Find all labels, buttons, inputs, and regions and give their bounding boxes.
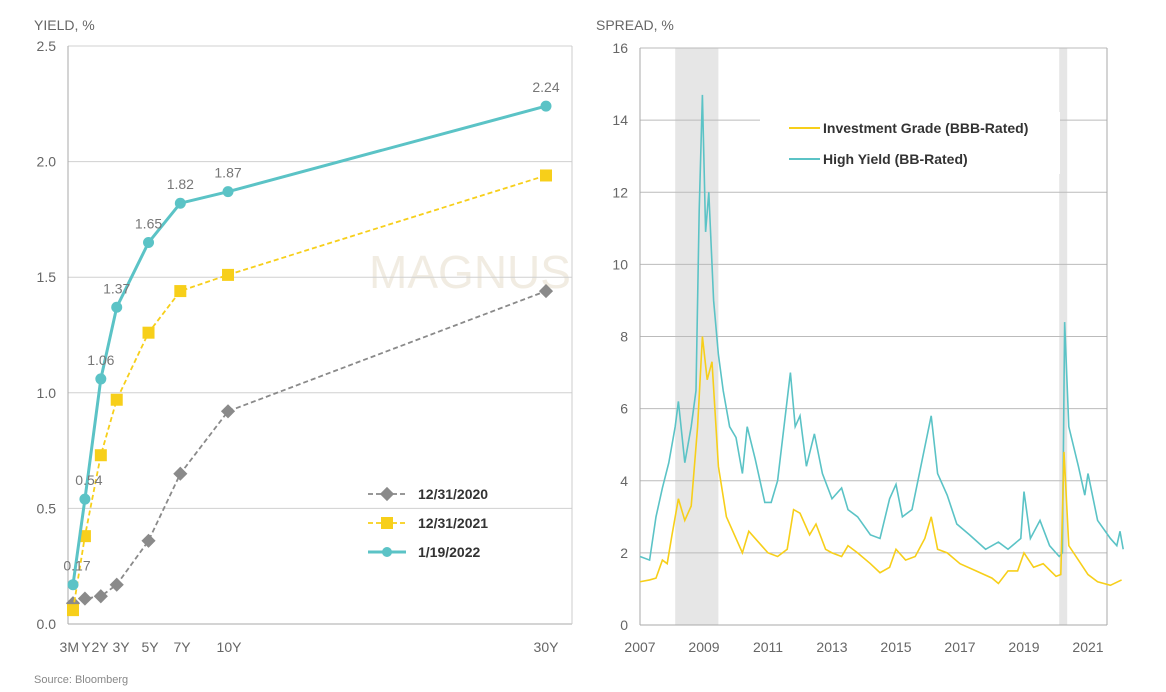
data-point — [174, 197, 186, 209]
legend-label: 12/31/2021 — [418, 515, 488, 531]
data-point — [222, 186, 234, 198]
data-point — [111, 301, 123, 313]
x-tick-label: 2015 — [880, 639, 911, 655]
y-tick-label: 0.5 — [37, 500, 57, 516]
data-point — [174, 285, 187, 298]
legend-marker — [382, 547, 392, 557]
data-point — [95, 373, 107, 385]
y-tick-label: 8 — [620, 329, 628, 345]
x-tick-label: 2013 — [816, 639, 847, 655]
series-line-2 — [71, 104, 547, 585]
data-point — [143, 237, 155, 249]
y-tick-label: 6 — [620, 401, 628, 417]
data-point — [110, 393, 123, 406]
data-point — [109, 577, 124, 592]
data-label: 0.17 — [63, 558, 90, 574]
series-line-1 — [72, 174, 547, 611]
legend-marker — [381, 517, 393, 529]
x-tick-label: 2021 — [1072, 639, 1103, 655]
data-point — [77, 591, 92, 606]
x-tick-label: 3Y — [112, 639, 130, 655]
yield-curve-chart: 0.0 0.5 1.0 1.5 2.0 2.5 3M Y 2Y 3Y 5Y 7Y 10Y 30Y 12/31… — [37, 38, 573, 655]
right-chart-title: SPREAD, % — [596, 17, 674, 33]
data-point — [94, 449, 107, 462]
x-tick-label: 2Y — [91, 639, 109, 655]
x-tick-label: Y — [81, 639, 91, 655]
data-point — [67, 579, 79, 591]
legend-label: 1/19/2022 — [418, 544, 480, 560]
y-tick-label: 16 — [612, 40, 628, 56]
data-point — [222, 268, 235, 281]
x-tick-label: 7Y — [173, 639, 191, 655]
x-tick-label: 2017 — [944, 639, 975, 655]
legend-box — [760, 112, 1060, 174]
x-tick-label: 2009 — [688, 639, 719, 655]
series-line-1 — [639, 94, 1124, 562]
series-line-0 — [639, 336, 1122, 587]
data-label: 1.37 — [103, 280, 130, 296]
y-tick-label: 0.0 — [37, 616, 57, 632]
left-chart-title: YIELD, % — [34, 17, 95, 33]
data-point — [79, 493, 91, 505]
data-label: 0.54 — [75, 472, 102, 488]
x-tick-label: 10Y — [217, 639, 243, 655]
y-tick-label: 1.0 — [37, 385, 57, 401]
x-tick-label: 2019 — [1008, 639, 1039, 655]
x-tick-label: 5Y — [141, 639, 159, 655]
data-label: 1.65 — [135, 216, 162, 232]
data-point — [540, 100, 552, 112]
y-tick-label: 10 — [612, 256, 628, 272]
x-tick-label: 2007 — [624, 639, 655, 655]
data-label: 1.82 — [167, 176, 194, 192]
data-label: 1.06 — [87, 352, 114, 368]
legend-label: 12/31/2020 — [418, 486, 488, 502]
y-tick-label: 0 — [620, 617, 628, 633]
data-point — [142, 326, 155, 339]
spread-chart: 0 2 4 6 8 10 12 14 16 2007 2009 2011 2013 2015 2017 201… — [612, 40, 1124, 655]
data-point — [538, 284, 554, 299]
x-tick-label: 30Y — [534, 639, 560, 655]
data-point — [141, 533, 156, 548]
y-tick-label: 2.0 — [37, 154, 57, 170]
data-point — [173, 466, 188, 481]
data-point — [78, 530, 91, 543]
data-point — [540, 169, 552, 182]
y-tick-label: 1.5 — [37, 269, 57, 285]
legend-label: Investment Grade (BBB-Rated) — [823, 120, 1028, 136]
x-tick-label: 2011 — [753, 639, 783, 655]
legend-label: High Yield (BB-Rated) — [823, 151, 968, 167]
y-tick-label: 2.5 — [37, 38, 57, 54]
source-note: Source: Bloomberg — [34, 674, 128, 686]
data-label: 2.24 — [532, 79, 559, 95]
data-label: 1.87 — [214, 165, 241, 181]
y-tick-label: 2 — [620, 545, 628, 561]
y-tick-label: 12 — [612, 184, 628, 200]
data-point — [220, 404, 236, 419]
data-point — [67, 604, 79, 617]
legend-marker — [379, 486, 395, 502]
watermark: MAGNUS — [369, 246, 571, 298]
series-line-0 — [72, 290, 547, 605]
y-tick-label: 14 — [612, 112, 628, 128]
x-tick-label: 3M — [60, 639, 79, 655]
data-point — [93, 589, 108, 604]
y-tick-label: 4 — [620, 473, 628, 489]
